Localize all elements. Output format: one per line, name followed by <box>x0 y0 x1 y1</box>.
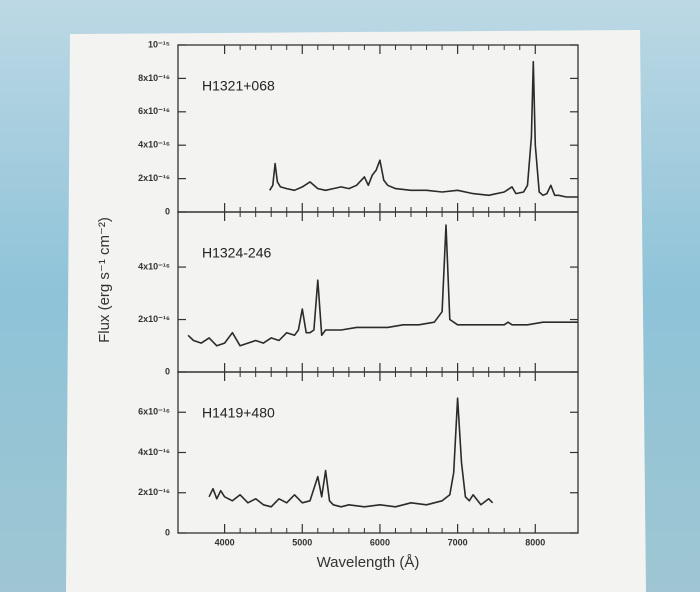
spectrum-label: H1419+480 <box>202 405 275 421</box>
x-tick-label: 6000 <box>370 537 390 547</box>
y-tick-label: 0 <box>165 527 170 537</box>
spectrum-line <box>187 224 578 347</box>
spectrum-label: H1321+068 <box>202 78 275 94</box>
x-tick-label: 8000 <box>525 537 545 547</box>
figure: 0 2x10⁻¹⁶ 4x10⁻¹⁶ 6x10⁻¹⁶ 8x10⁻¹⁶ 10⁻¹⁵ H1321+… <box>96 39 579 571</box>
x-tick-label: 4000 <box>215 537 235 547</box>
paper <box>66 30 646 592</box>
spectrum-line <box>269 60 578 198</box>
y-tick-label: 0 <box>165 206 170 216</box>
y-tick-label: 10⁻¹⁵ <box>148 39 170 49</box>
x-tick-label: 7000 <box>448 537 468 547</box>
y-tick-label: 8x10⁻¹⁶ <box>138 73 170 83</box>
y-tick-label: 0 <box>165 366 170 376</box>
y-tick-label: 2x10⁻¹⁶ <box>138 314 170 324</box>
y-tick-label: 4x10⁻¹⁶ <box>138 447 170 457</box>
y-axis-title: Flux (erg s⁻¹ cm⁻²) <box>96 217 113 343</box>
y-tick-label: 6x10⁻¹⁶ <box>138 106 170 116</box>
y-tick-label: 4x10⁻¹⁶ <box>138 261 170 271</box>
x-tick-label: 5000 <box>292 537 312 547</box>
y-tick-label: 2x10⁻¹⁶ <box>138 487 170 497</box>
y-tick-label: 4x10⁻¹⁶ <box>138 140 170 150</box>
y-tick-label: 6x10⁻¹⁶ <box>138 407 170 417</box>
spectrum-line <box>208 397 494 508</box>
x-axis-title: Wavelength (Å) <box>317 554 420 571</box>
y-tick-label: 2x10⁻¹⁶ <box>138 173 170 183</box>
spectrum-label: H1324-246 <box>202 245 271 261</box>
